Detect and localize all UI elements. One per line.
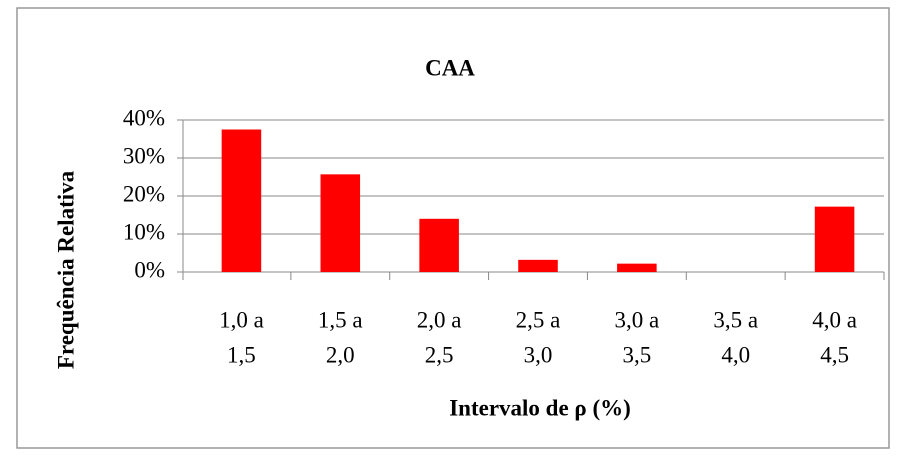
x-tick-label: 4,0 a [812,307,857,332]
x-tick-label: 2,5 [425,342,454,367]
x-tick-label: 4,5 [820,342,849,367]
x-tick-label: 2,5 a [516,307,561,332]
x-tick-label: 4,0 [721,342,750,367]
y-axis-label: Frequência Relativa [53,170,78,369]
x-tick-label: 1,5 [227,342,256,367]
chart-title: CAA [425,55,475,80]
x-tick-label: 1,0 a [219,307,264,332]
x-tick-label: 2,0 [326,342,355,367]
y-tick-label: 10% [123,219,165,244]
x-tick-label: 3,0 [524,342,553,367]
bar [320,174,361,272]
y-tick-label: 30% [123,143,165,168]
bar [814,206,855,272]
y-tick-label: 40% [123,105,165,130]
bar [617,263,657,272]
bar [221,129,262,272]
bar [518,259,558,272]
bar [419,218,459,272]
y-tick-label: 0% [134,257,165,282]
x-tick-label: 3,0 a [614,307,659,332]
x-tick-label: 3,5 [622,342,651,367]
x-tick-label: 1,5 a [318,307,363,332]
x-tick-label: 2,0 a [417,307,462,332]
x-tick-label: 3,5 a [713,307,758,332]
y-tick-label: 20% [123,181,165,206]
x-axis-label: Intervalo de ρ (%) [449,395,631,420]
